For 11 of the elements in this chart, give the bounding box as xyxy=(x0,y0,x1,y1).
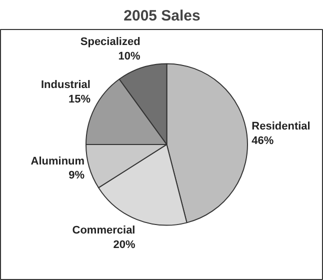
data-label: 9% xyxy=(68,170,85,182)
slice-label: Residential xyxy=(252,120,310,132)
data-label: 10% xyxy=(118,50,141,62)
slice-label: Specialized xyxy=(80,36,140,48)
data-label: 15% xyxy=(68,93,91,106)
data-label: 46% xyxy=(252,134,274,147)
slice-label: Industrial xyxy=(40,78,90,91)
data-label: 20% xyxy=(113,239,136,252)
slice-label: Commercial xyxy=(72,224,136,237)
chart-title: 2005 Sales xyxy=(124,8,200,24)
slice-label: Aluminum xyxy=(30,155,85,168)
